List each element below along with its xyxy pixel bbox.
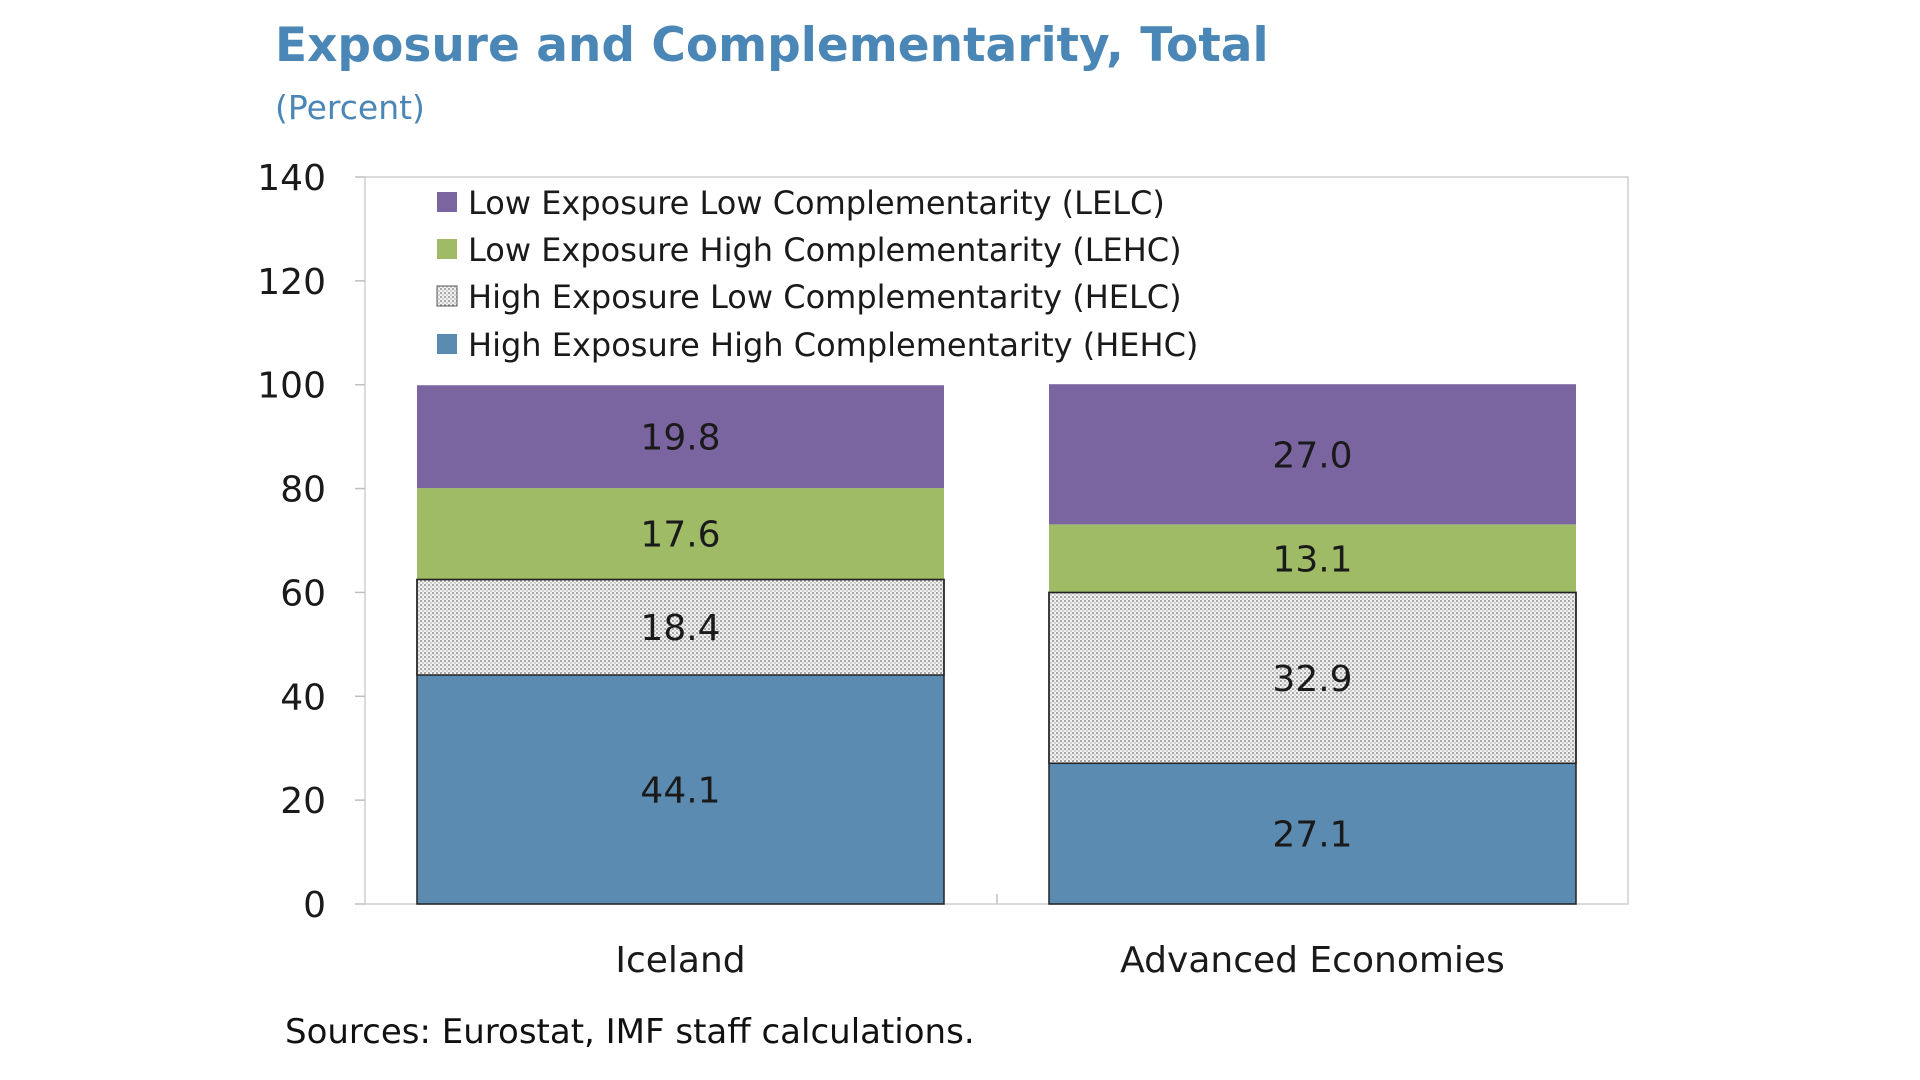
legend-swatch [437, 334, 457, 354]
bar-segment-iceland-hehc [417, 674, 944, 904]
legend-label: High Exposure Low Complementarity (HELC) [468, 278, 1182, 316]
y-axis-tick-label: 40 [280, 677, 326, 718]
y-axis-tick-label: 60 [280, 573, 326, 614]
legend-swatch [436, 285, 458, 307]
data-label: 19.8 [640, 418, 720, 459]
y-axis-tick-label: 100 [257, 366, 326, 407]
chart-source-note: Sources: Eurostat, IMF staff calculation… [285, 1012, 975, 1052]
y-axis-tick-label: 80 [280, 470, 326, 511]
x-axis-category-label: Iceland [615, 940, 745, 981]
bar-outline [416, 578, 945, 905]
data-label: 17.6 [640, 515, 720, 556]
bar-segment-advanced-economies-lelc [1049, 384, 1576, 525]
data-label: 27.0 [1272, 435, 1352, 476]
bar-segment-advanced-economies-lehc [1049, 524, 1576, 593]
data-label: 18.4 [640, 608, 720, 649]
data-label: 44.1 [640, 770, 720, 811]
data-label: 32.9 [1272, 659, 1352, 700]
legend-label: High Exposure High Complementarity (HEHC… [468, 326, 1198, 364]
legend-swatch [437, 239, 457, 259]
y-axis-tick-label: 140 [257, 158, 326, 199]
bar-outline [1048, 591, 1577, 905]
legend-swatch [437, 192, 457, 212]
data-label: 13.1 [1272, 539, 1352, 580]
x-axis-category-label: Advanced Economies [1120, 940, 1505, 981]
bar-segment-iceland-lelc [417, 385, 944, 489]
chart-subtitle: (Percent) [275, 88, 425, 127]
data-label: 27.1 [1272, 815, 1352, 856]
bar-segment-advanced-economies-hehc [1049, 763, 1576, 904]
y-axis-tick-label: 20 [280, 781, 326, 822]
y-axis-tick-label: 120 [257, 262, 326, 303]
bar-segment-iceland-lehc [417, 488, 944, 580]
y-axis-tick-label: 0 [303, 885, 326, 926]
legend-label: Low Exposure Low Complementarity (LELC) [468, 184, 1165, 222]
chart-title: Exposure and Complementarity, Total [275, 18, 1269, 73]
legend-label: Low Exposure High Complementarity (LEHC) [468, 231, 1182, 269]
